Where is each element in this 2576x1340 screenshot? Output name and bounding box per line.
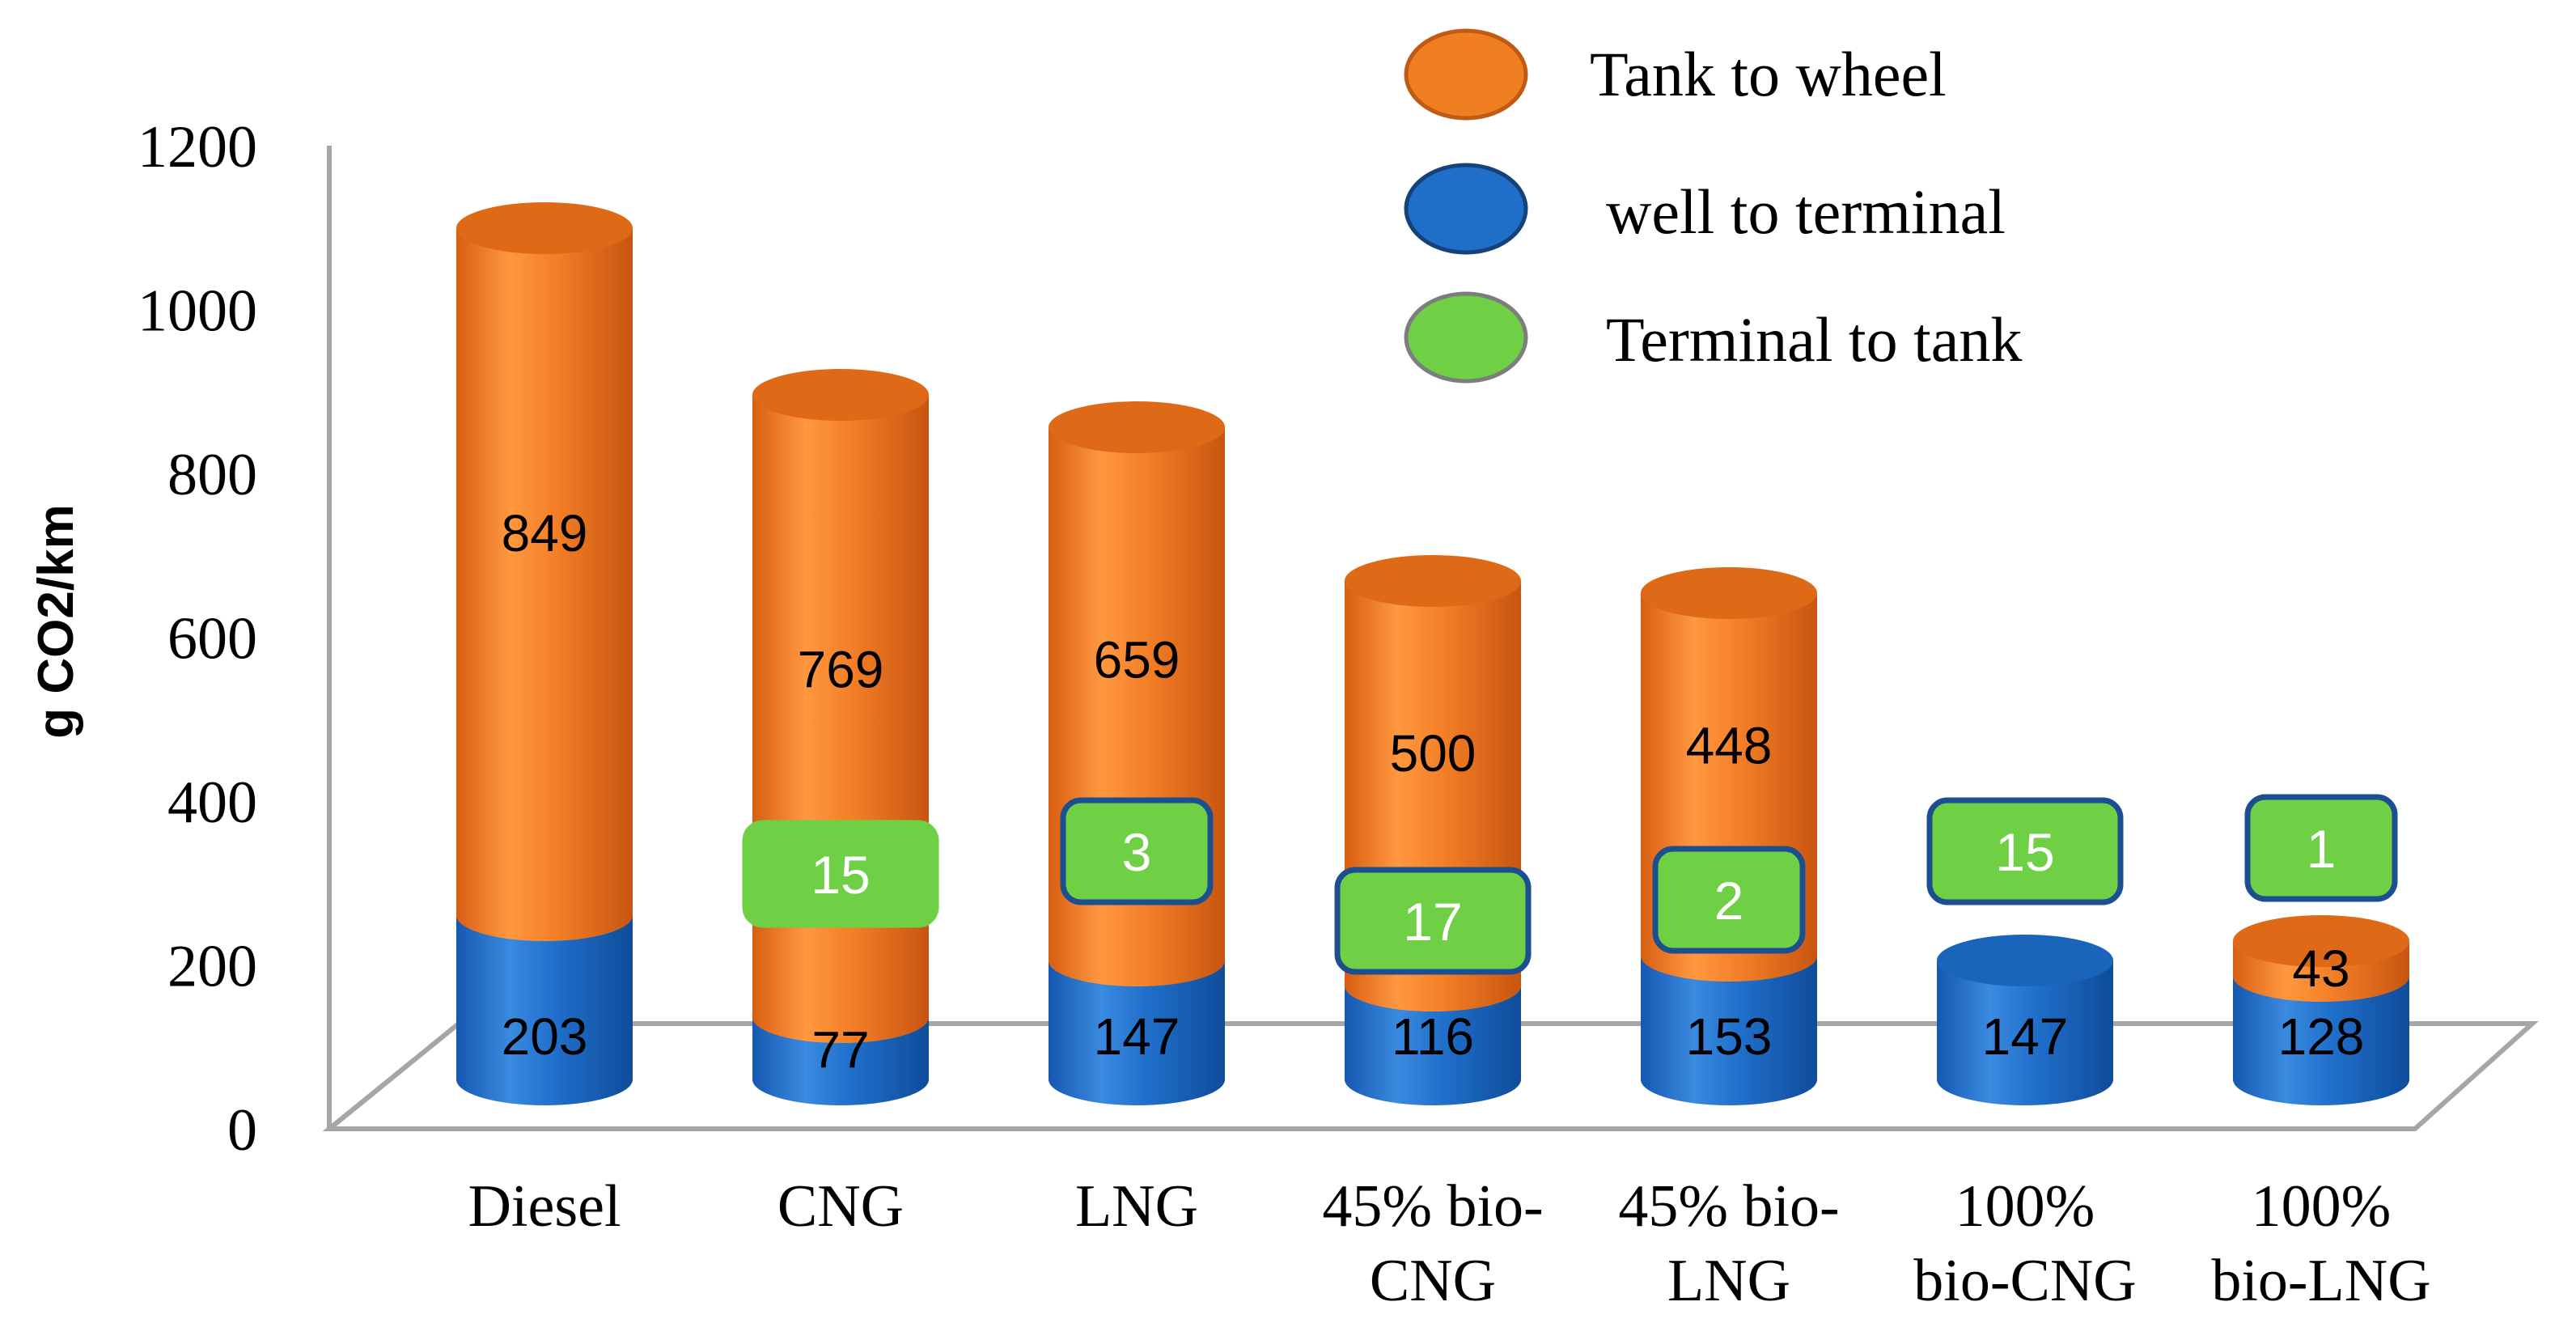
category-label: LNG xyxy=(1075,1173,1198,1240)
bar-well-to-terminal-body xyxy=(1345,986,1521,1105)
bar-tank-to-wheel-top xyxy=(752,369,929,421)
y-tick-label: 0 xyxy=(227,1097,257,1164)
value-label-terminal-to-tank: 3 xyxy=(1122,822,1152,882)
floor-back-left xyxy=(328,1021,460,1131)
value-label-well-to-terminal: 77 xyxy=(811,1021,869,1079)
bar-group: 77 769 15 xyxy=(742,369,939,1105)
value-label-well-to-terminal: 203 xyxy=(502,1007,588,1066)
bar-tank-to-wheel-body xyxy=(752,395,929,1043)
bar-tank-to-wheel-top xyxy=(1345,555,1521,607)
category-label: 45% bio- xyxy=(1322,1173,1543,1240)
bar-group: 128 43 1 xyxy=(2233,794,2409,1105)
value-label-well-to-terminal: 116 xyxy=(1392,1007,1474,1066)
value-label-tank-to-wheel: 500 xyxy=(1390,724,1477,782)
value-label-tank-to-wheel: 769 xyxy=(798,640,884,698)
legend-label: Tank to wheel xyxy=(1590,39,1947,109)
legend-item-tank-to-wheel: Tank to wheel xyxy=(1404,28,1947,121)
terminal-to-tank-box xyxy=(1334,867,1532,975)
category-label: CNG xyxy=(777,1173,904,1240)
bar-group: 203 849 xyxy=(456,202,633,1105)
legend-swatch xyxy=(1404,163,1528,255)
bar-group: 147 659 3 xyxy=(1049,401,1225,1105)
legend-swatch xyxy=(1404,291,1528,384)
y-tick-label: 1000 xyxy=(138,278,257,345)
bar-group: 116 500 17 xyxy=(1334,555,1532,1105)
y-tick-label: 400 xyxy=(167,770,257,836)
category-label: LNG xyxy=(1667,1248,1790,1314)
bar-well-to-terminal-top xyxy=(1937,935,2113,986)
y-tick-label: 600 xyxy=(167,606,257,672)
value-label-well-to-terminal: 147 xyxy=(1982,1007,2069,1066)
y-tick-label: 200 xyxy=(167,934,257,1000)
bar-tank-to-wheel-top xyxy=(1049,401,1225,453)
bar-well-to-terminal-body xyxy=(1937,960,2113,1105)
legend-swatch xyxy=(1404,28,1528,121)
value-label-well-to-terminal: 147 xyxy=(1094,1007,1180,1066)
value-label-terminal-to-tank: 17 xyxy=(1403,892,1462,952)
bar-group: 147 15 xyxy=(1926,797,2124,1105)
category-label: Diesel xyxy=(468,1173,621,1240)
y-tick-label: 800 xyxy=(167,442,257,508)
bar-tank-to-wheel-top xyxy=(456,202,633,254)
value-label-tank-to-wheel: 659 xyxy=(1094,631,1180,689)
category-labels: Diesel CNG LNG 45% bio- CNG 45% bio- LNG 100% bi… xyxy=(468,1173,2430,1314)
terminal-to-tank-box xyxy=(1652,846,1806,954)
value-label-tank-to-wheel: 43 xyxy=(2292,939,2349,998)
y-tick-label: 1200 xyxy=(138,114,257,180)
value-label-terminal-to-tank: 2 xyxy=(1714,871,1744,931)
terminal-to-tank-box xyxy=(1926,797,2124,905)
terminal-to-tank-box xyxy=(742,820,939,928)
y-axis-ticks: 0 200 400 600 800 1000 1200 xyxy=(138,114,257,1164)
bar-group: 153 448 2 xyxy=(1641,567,1817,1105)
legend-item-terminal-to-tank: Terminal to tank xyxy=(1404,291,2022,384)
bar-tank-to-wheel-top xyxy=(1641,567,1817,619)
bars: 203 849 77 769 15 147 659 3 116 500 17 153 448 2 147 15… xyxy=(456,202,2409,1105)
bar-tank-to-wheel-body xyxy=(456,228,633,941)
bar-well-to-terminal-body xyxy=(1641,956,1817,1105)
legend: Tank to wheel well to terminal Terminal … xyxy=(1404,28,2022,384)
terminal-to-tank-box xyxy=(1060,797,1214,905)
value-label-terminal-to-tank: 15 xyxy=(811,845,870,905)
legend-label: Terminal to tank xyxy=(1606,304,2022,375)
bar-well-to-terminal-body xyxy=(456,915,633,1105)
bar-well-to-terminal-body xyxy=(2233,976,2409,1105)
value-label-terminal-to-tank: 15 xyxy=(1995,822,2054,882)
axes xyxy=(322,146,2539,1131)
category-label: bio-LNG xyxy=(2211,1248,2430,1314)
terminal-to-tank-box xyxy=(2244,794,2398,902)
category-label: bio-CNG xyxy=(1913,1248,2136,1314)
category-label: 100% xyxy=(1955,1173,2095,1240)
value-label-tank-to-wheel: 849 xyxy=(502,504,588,562)
value-label-tank-to-wheel: 448 xyxy=(1686,717,1773,775)
value-label-well-to-terminal: 128 xyxy=(2278,1007,2365,1066)
y-axis-title: g CO2/km xyxy=(28,504,84,738)
value-label-well-to-terminal: 153 xyxy=(1686,1007,1773,1066)
category-label: 100% xyxy=(2252,1173,2392,1240)
category-label: CNG xyxy=(1370,1248,1496,1314)
legend-item-well-to-terminal: well to terminal xyxy=(1404,163,2006,255)
bar-well-to-terminal-body xyxy=(1049,960,1225,1105)
value-label-terminal-to-tank: 1 xyxy=(2307,819,2337,879)
bar-tank-to-wheel-top xyxy=(2233,915,2409,967)
category-label: 45% bio- xyxy=(1618,1173,1839,1240)
legend-label: well to terminal xyxy=(1606,176,2006,247)
